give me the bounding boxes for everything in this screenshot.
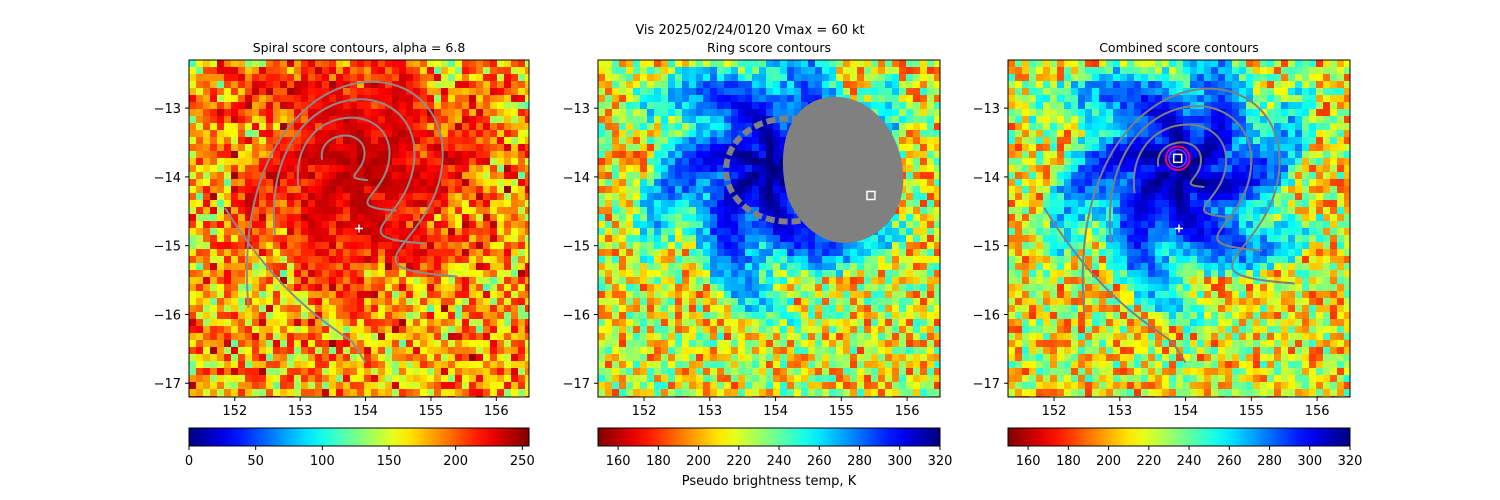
score-contours — [224, 80, 458, 364]
colorbar-tick-label: 100 — [310, 454, 335, 469]
colorbar-tick-label: 320 — [1338, 454, 1363, 469]
ring-contour-outline — [723, 115, 855, 225]
colorbar-label: Pseudo brightness temp, K — [682, 474, 857, 489]
x-tick-label: 152 — [632, 404, 657, 419]
y-tick-label: −16 — [154, 308, 181, 323]
spiral-contour — [272, 98, 426, 245]
y-tick-label: −13 — [973, 102, 1000, 117]
axes-frame — [188, 59, 530, 398]
storm-center-plus-marker — [1175, 224, 1183, 233]
spiral-contour — [245, 80, 458, 308]
x-tick-label: 156 — [895, 404, 920, 419]
colorbar-tick-label: 150 — [377, 454, 402, 469]
y-tick-label: −17 — [563, 377, 590, 392]
x-tick-label: 153 — [288, 404, 313, 419]
x-tick-label: 153 — [697, 404, 722, 419]
panel-3: Combined score contours 152 153 154 155 156 −1… — [973, 40, 1363, 469]
colorbar-tick-label: 160 — [606, 454, 631, 469]
colorbar-tick-label: 260 — [807, 454, 832, 469]
score-contours — [723, 96, 904, 243]
spiral-contour — [1081, 87, 1295, 315]
spiral-contour-outer — [224, 207, 367, 364]
colorbar-tick-label: 240 — [1177, 454, 1202, 469]
x-tick-label: 152 — [1042, 404, 1067, 419]
panel-1: Spiral score contours, alpha = 6.8 152 153… — [154, 40, 535, 469]
spiral-contour — [1157, 141, 1205, 188]
spiral-contour-outer — [1043, 207, 1187, 364]
colorbar-tick-label: 220 — [1136, 454, 1161, 469]
spiral-contour — [296, 116, 397, 212]
colorbar-tick-label: 260 — [1217, 454, 1242, 469]
colorbar-tick-label: 320 — [928, 454, 953, 469]
panel-title: Combined score contours — [1099, 40, 1259, 55]
x-tick-label: 156 — [484, 404, 509, 419]
panel-2: Ring score contours 152 153 154 155 156 −13 −14… — [563, 40, 953, 469]
heatmap-image — [189, 60, 529, 397]
colorbar-tick-label: 240 — [767, 454, 792, 469]
axes-frame — [1007, 59, 1351, 398]
colorbar-tick-label: 300 — [1297, 454, 1322, 469]
panel-title: Spiral score contours, alpha = 6.8 — [253, 40, 466, 55]
y-tick-label: −13 — [154, 102, 181, 117]
spiral-contour — [1108, 105, 1263, 252]
markers — [355, 224, 363, 233]
x-tick-label: 153 — [1107, 404, 1132, 419]
x-tick-label: 156 — [1305, 404, 1330, 419]
colorbar-tick-label: 280 — [1257, 454, 1282, 469]
colorbar-tick-label: 200 — [686, 454, 711, 469]
colorbar-gradient — [1007, 427, 1351, 447]
eye-ring-marker — [1164, 145, 1191, 172]
storm-center-plus-marker — [355, 224, 363, 233]
x-tick-label: 155 — [829, 404, 854, 419]
figure-suptitle: Vis 2025/02/24/0120 Vmax = 60 kt — [635, 23, 865, 38]
x-tick-label: 155 — [1239, 404, 1264, 419]
colorbar: 160 180 200 220 240 260 280 300 320 — [597, 427, 953, 469]
y-tick-label: −14 — [973, 171, 1000, 186]
colorbar-gradient — [188, 427, 530, 447]
colorbar-tick-label: 160 — [1016, 454, 1041, 469]
combined-center-square-marker — [1172, 153, 1183, 164]
markers — [1164, 145, 1191, 233]
ring-center-square-marker — [866, 190, 876, 201]
colorbar-tick-label: 280 — [847, 454, 872, 469]
y-tick-label: −15 — [154, 240, 181, 255]
colorbar: 160 180 200 220 240 260 280 300 320 — [1007, 427, 1363, 469]
x-tick-label: 154 — [1173, 404, 1198, 419]
spiral-contour — [1132, 123, 1234, 219]
colorbar-tick-label: 180 — [646, 454, 671, 469]
y-tick-label: −14 — [154, 171, 181, 186]
y-tick-label: −15 — [563, 240, 590, 255]
colorbar: 0 50 100 150 200 250 — [185, 427, 535, 469]
heatmap-image — [598, 60, 940, 397]
panel-title: Ring score contours — [707, 40, 831, 55]
colorbar-tick-label: 200 — [1096, 454, 1121, 469]
colorbar-tick-label: 300 — [887, 454, 912, 469]
colorbar-tick-label: 50 — [247, 454, 264, 469]
colorbar-tick-label: 250 — [510, 454, 535, 469]
ring-contour-filled — [782, 96, 904, 243]
x-tick-label: 152 — [222, 404, 247, 419]
y-tick-label: −16 — [563, 308, 590, 323]
y-tick-label: −14 — [563, 171, 590, 186]
y-tick-label: −17 — [154, 377, 181, 392]
x-tick-label: 154 — [763, 404, 788, 419]
y-tick-label: −16 — [973, 308, 1000, 323]
score-contours — [1043, 87, 1295, 364]
heatmap-image — [1008, 60, 1350, 397]
axes-frame — [597, 59, 941, 398]
colorbar-gradient — [597, 427, 941, 447]
x-tick-label: 154 — [353, 404, 378, 419]
colorbar-tick-label: 220 — [726, 454, 751, 469]
colorbar-tick-label: 0 — [185, 454, 193, 469]
colorbar-tick-label: 180 — [1056, 454, 1081, 469]
markers — [866, 190, 876, 201]
spiral-contour — [321, 134, 368, 182]
y-tick-label: −17 — [973, 377, 1000, 392]
x-tick-label: 155 — [419, 404, 444, 419]
y-tick-label: −13 — [563, 102, 590, 117]
colorbar-tick-label: 200 — [443, 454, 468, 469]
eye-inner-ring-marker — [1168, 148, 1188, 168]
y-tick-label: −15 — [973, 240, 1000, 255]
